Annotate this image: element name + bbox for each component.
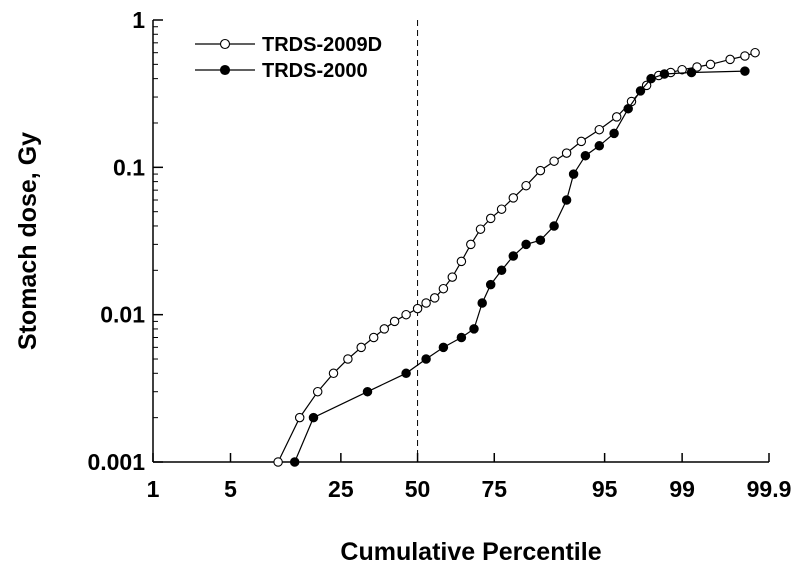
- data-point: [594, 141, 605, 151]
- x-tick-label: 99: [669, 476, 695, 502]
- data-point: [535, 165, 546, 176]
- data-point: [343, 354, 353, 364]
- data-point: [561, 195, 572, 205]
- data-point: [421, 354, 431, 364]
- legend-marker: [219, 64, 231, 76]
- data-point: [328, 368, 339, 379]
- data-point: [312, 386, 323, 397]
- data-point: [368, 332, 379, 343]
- data-point: [750, 47, 760, 58]
- data-point: [611, 112, 622, 122]
- data-point: [508, 193, 519, 203]
- data-point: [677, 64, 687, 75]
- x-tick-label: 75: [481, 476, 507, 502]
- data-point: [740, 66, 750, 76]
- data-point: [356, 342, 366, 353]
- x-axis-title: Cumulative Percentile: [340, 538, 601, 566]
- y-axis-title: Stomach dose, Gy: [14, 132, 42, 350]
- x-tick-label: 95: [592, 476, 618, 502]
- data-point: [521, 180, 531, 191]
- x-tick-label: 50: [405, 476, 431, 502]
- data-point: [561, 148, 572, 158]
- data-point: [496, 265, 507, 276]
- data-point: [389, 316, 400, 327]
- data-point: [438, 342, 449, 353]
- data-point: [456, 332, 467, 343]
- data-point: [623, 103, 633, 114]
- data-point: [429, 293, 440, 303]
- data-point: [379, 324, 390, 334]
- data-point: [609, 128, 619, 139]
- y-tick-label: 0.01: [100, 302, 145, 328]
- y-tick-label: 0.1: [113, 154, 145, 180]
- data-point: [576, 136, 587, 147]
- data-point: [273, 457, 283, 467]
- data-point: [580, 150, 591, 161]
- data-point: [456, 256, 467, 267]
- data-point: [725, 54, 735, 65]
- series-line-trds-2000: [294, 70, 745, 463]
- y-tick-label: 1: [132, 7, 145, 33]
- data-point: [308, 412, 319, 423]
- data-point: [401, 368, 411, 379]
- data-point: [659, 69, 670, 79]
- data-point: [466, 239, 476, 250]
- data-point: [740, 51, 750, 61]
- x-tick-label: 5: [224, 476, 237, 502]
- data-point: [469, 324, 479, 334]
- data-point: [496, 204, 507, 214]
- data-point: [549, 156, 559, 166]
- data-point: [521, 239, 531, 250]
- x-tick-label: 25: [328, 476, 354, 502]
- data-point: [438, 283, 449, 294]
- data-point: [692, 62, 702, 72]
- data-point: [447, 272, 458, 282]
- data-point: [549, 221, 559, 231]
- data-point: [568, 169, 579, 179]
- data-point: [705, 59, 716, 70]
- data-point: [485, 279, 496, 290]
- legend-label: TRDS-2009D: [262, 34, 382, 56]
- x-tick-label: 1: [147, 476, 160, 502]
- data-point: [294, 412, 305, 423]
- data-point: [646, 73, 656, 84]
- data-point: [475, 224, 486, 234]
- data-point: [594, 124, 605, 135]
- data-point: [641, 80, 652, 91]
- data-point: [421, 298, 431, 308]
- legend-marker: [219, 38, 231, 50]
- y-tick-label: 0.001: [87, 449, 145, 475]
- data-point: [362, 386, 373, 397]
- data-point: [508, 251, 519, 261]
- data-point: [412, 303, 423, 314]
- data-point: [401, 309, 411, 320]
- legend-label: TRDS-2000: [262, 60, 368, 82]
- data-point: [535, 235, 546, 245]
- data-point: [635, 86, 646, 96]
- data-point: [485, 213, 496, 224]
- data-point: [289, 457, 300, 467]
- data-point: [686, 67, 697, 78]
- x-tick-label: 99.9: [747, 476, 792, 502]
- data-point: [477, 298, 487, 308]
